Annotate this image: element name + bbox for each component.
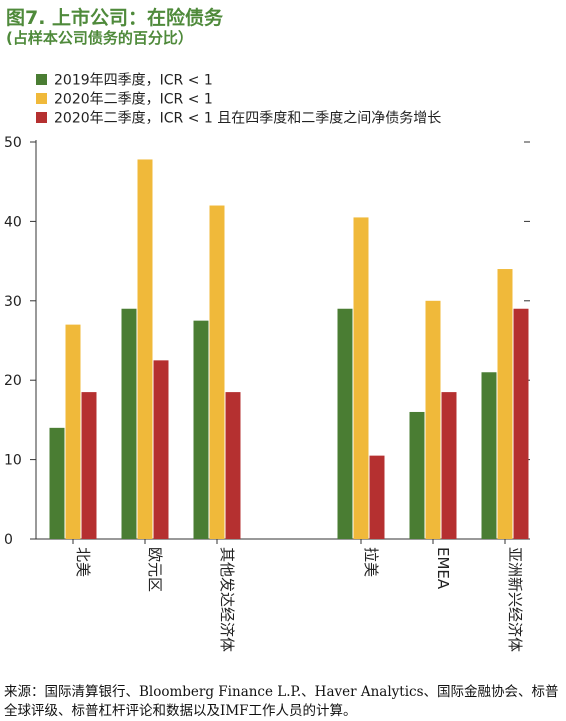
y-tick-label: 30 (4, 294, 22, 310)
chart-subtitle: (占样本公司债务的百分比） (6, 29, 193, 47)
source-note: 来源：国际清算银行、Bloomberg Finance L.P.、Haver A… (4, 684, 559, 719)
bar (121, 308, 137, 539)
y-tick-label: 10 (4, 453, 22, 469)
legend-label: 2020年二季度，ICR < 1 (54, 92, 213, 108)
bar (425, 300, 441, 539)
bar (497, 269, 513, 539)
y-tick-label: 50 (4, 135, 22, 151)
category-label: 拉美 (362, 547, 380, 577)
bar (337, 308, 353, 539)
bar (409, 411, 425, 539)
legend-label: 2020年二季度，ICR < 1 且在四季度和二季度之间净债务增长 (54, 111, 441, 127)
bar (137, 159, 153, 539)
bar (481, 372, 497, 539)
bar (153, 360, 169, 539)
bar (513, 308, 529, 539)
chart-title: 图7. 上市公司：在险债务 (6, 7, 224, 29)
bar (353, 217, 369, 539)
bar (225, 392, 241, 539)
bar (49, 427, 65, 539)
bar (81, 392, 97, 539)
bar (369, 455, 385, 539)
y-tick-label: 0 (4, 532, 13, 548)
y-tick-label: 40 (4, 214, 22, 230)
legend-label: 2019年四季度，ICR < 1 (54, 73, 213, 89)
category-label: 其他发达经济体 (218, 547, 236, 652)
bar (441, 392, 457, 539)
category-label: 亚洲新兴经济体 (506, 547, 524, 652)
legend-swatch (36, 74, 47, 85)
category-label: 北美 (74, 547, 92, 577)
bar (65, 324, 81, 539)
bar (209, 205, 225, 539)
bar (193, 320, 209, 539)
legend-swatch (36, 93, 47, 104)
category-label: EMEA (434, 547, 452, 590)
legend-swatch (36, 112, 47, 123)
y-tick-label: 20 (4, 373, 22, 389)
category-label: 欧元区 (146, 547, 164, 592)
